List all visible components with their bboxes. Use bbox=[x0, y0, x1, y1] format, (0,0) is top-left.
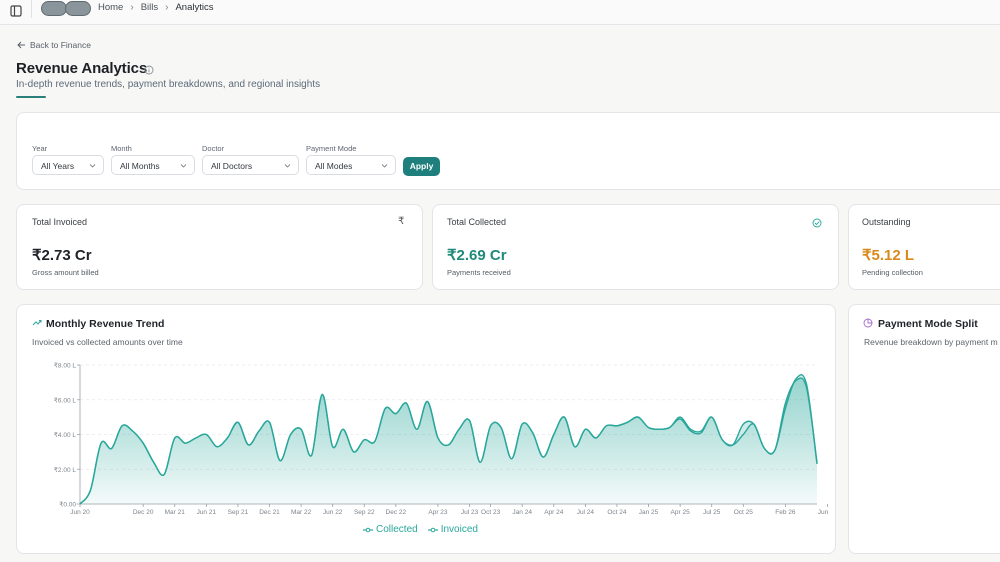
legend-collected-label: Collected bbox=[376, 524, 418, 535]
outstanding-sub: Pending collection bbox=[862, 268, 923, 277]
info-icon[interactable] bbox=[144, 65, 154, 75]
chevron-down-icon bbox=[89, 164, 96, 168]
nav-pill-forward[interactable] bbox=[65, 1, 91, 16]
y-tick-label: ₹4.00 L bbox=[54, 431, 77, 439]
title-underline bbox=[16, 96, 46, 98]
x-tick-label: Jan 25 bbox=[639, 509, 659, 516]
x-tick-label: Jul 23 bbox=[461, 509, 479, 516]
payment-mode-select-value: All Modes bbox=[315, 161, 353, 171]
breadcrumb: Home › Bills › Analytics bbox=[98, 2, 213, 13]
total-collected-sub: Payments received bbox=[447, 268, 511, 277]
chevron-right-icon: › bbox=[165, 2, 169, 13]
back-link-label: Back to Finance bbox=[30, 40, 91, 50]
divider bbox=[31, 0, 32, 18]
doctor-filter-label: Doctor bbox=[202, 144, 225, 153]
x-tick-label: Apr 24 bbox=[544, 509, 564, 516]
total-invoiced-value: ₹2.73 Cr bbox=[32, 247, 92, 264]
trend-card-title: Monthly Revenue Trend bbox=[46, 318, 165, 330]
total-collected-label: Total Collected bbox=[447, 217, 507, 227]
x-tick-label: Sep 21 bbox=[228, 509, 249, 516]
page-title: Revenue Analytics bbox=[16, 60, 148, 77]
top-bar: Home › Bills › Analytics bbox=[0, 0, 1000, 25]
x-tick-label: Dec 21 bbox=[259, 509, 280, 516]
x-tick-label: Dec 20 bbox=[133, 509, 154, 516]
x-tick-label: Mar 22 bbox=[291, 509, 312, 516]
month-select-value: All Months bbox=[120, 161, 160, 171]
x-tick-label: Jun 20 bbox=[70, 509, 90, 516]
split-card-title: Payment Mode Split bbox=[878, 318, 978, 330]
legend-invoiced[interactable]: Invoiced bbox=[427, 524, 478, 535]
x-tick-label: Jun 26 bbox=[818, 509, 828, 516]
x-tick-label: Jul 24 bbox=[577, 509, 595, 516]
apply-button[interactable]: Apply bbox=[403, 157, 440, 176]
x-tick-label: Sep 22 bbox=[354, 509, 375, 516]
back-to-finance-link[interactable]: Back to Finance bbox=[17, 40, 91, 50]
payment-mode-filter-label: Payment Mode bbox=[306, 144, 357, 153]
nav-pill-back[interactable] bbox=[41, 1, 67, 16]
total-collected-value: ₹2.69 Cr bbox=[447, 247, 507, 264]
breadcrumb-bills[interactable]: Bills bbox=[140, 2, 159, 13]
chevron-down-icon bbox=[284, 164, 291, 168]
x-tick-label: Feb 26 bbox=[775, 509, 796, 516]
total-invoiced-card bbox=[16, 204, 423, 290]
doctor-select[interactable]: All Doctors bbox=[202, 155, 299, 175]
arrow-left-icon bbox=[17, 41, 25, 49]
outstanding-value: ₹5.12 L bbox=[862, 247, 915, 264]
trending-up-icon bbox=[32, 320, 42, 326]
chart-legend: Collected Invoiced bbox=[363, 524, 478, 535]
filter-card bbox=[16, 112, 1000, 190]
legend-invoiced-label: Invoiced bbox=[440, 524, 478, 535]
payment-mode-split-card bbox=[848, 304, 1000, 554]
month-select[interactable]: All Months bbox=[111, 155, 195, 175]
total-collected-card bbox=[432, 204, 839, 290]
chevron-down-icon bbox=[180, 164, 187, 168]
chevron-down-icon bbox=[381, 164, 388, 168]
check-circle-icon bbox=[812, 218, 822, 228]
split-card-subtitle: Revenue breakdown by payment m bbox=[864, 337, 998, 347]
y-tick-label: ₹2.00 L bbox=[54, 466, 77, 474]
revenue-trend-chart: ₹0.00 ₹2.00 L ₹4.00 L ₹6.00 L ₹8.00 L Jun 20 D… bbox=[54, 362, 828, 517]
x-tick-label: Apr 23 bbox=[428, 509, 448, 516]
x-tick-label: Jul 25 bbox=[703, 509, 721, 516]
payment-mode-select[interactable]: All Modes bbox=[306, 155, 396, 175]
legend-collected[interactable]: Collected bbox=[363, 524, 418, 535]
legend-line-icon bbox=[427, 527, 438, 532]
x-tick-label: Apr 25 bbox=[671, 509, 691, 516]
breadcrumb-analytics: Analytics bbox=[175, 2, 214, 13]
total-invoiced-sub: Gross amount billed bbox=[32, 268, 99, 277]
x-tick-label: Jun 21 bbox=[197, 509, 217, 516]
year-select-value: All Years bbox=[41, 161, 75, 171]
year-filter-label: Year bbox=[32, 144, 48, 153]
collected-line bbox=[79, 373, 818, 505]
rupee-icon: ₹ bbox=[398, 216, 405, 227]
collected-area bbox=[80, 374, 817, 504]
y-tick-label: ₹6.00 L bbox=[54, 396, 77, 404]
x-tick-label: Jan 24 bbox=[512, 509, 532, 516]
breadcrumb-home[interactable]: Home bbox=[98, 2, 124, 13]
sidebar-toggle-icon[interactable] bbox=[8, 3, 24, 19]
pie-chart-icon bbox=[863, 318, 873, 328]
y-tick-label: ₹0.00 bbox=[59, 501, 76, 509]
month-filter-label: Month bbox=[111, 144, 132, 153]
x-tick-label: Oct 25 bbox=[734, 509, 754, 516]
x-tick-label: Dec 22 bbox=[386, 509, 407, 516]
outstanding-label: Outstanding bbox=[862, 217, 911, 227]
outstanding-card bbox=[848, 204, 1000, 290]
total-invoiced-label: Total Invoiced bbox=[32, 217, 88, 227]
page-subtitle: In-depth revenue trends, payment breakdo… bbox=[16, 79, 321, 90]
doctor-select-value: All Doctors bbox=[211, 161, 253, 171]
x-tick-label: Oct 24 bbox=[607, 509, 627, 516]
x-tick-label: Jun 22 bbox=[323, 509, 343, 516]
chevron-right-icon: › bbox=[130, 2, 134, 13]
y-tick-label: ₹8.00 L bbox=[54, 362, 77, 370]
year-select[interactable]: All Years bbox=[32, 155, 104, 175]
x-tick-label: Oct 23 bbox=[481, 509, 501, 516]
legend-line-icon bbox=[363, 527, 373, 532]
trend-card-subtitle: Invoiced vs collected amounts over time bbox=[32, 337, 183, 347]
x-tick-label: Mar 21 bbox=[165, 509, 186, 516]
